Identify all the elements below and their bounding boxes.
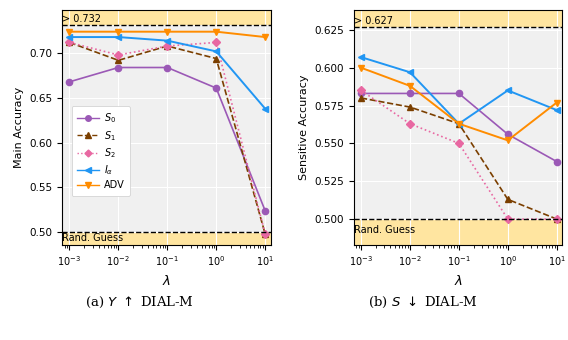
Bar bbox=[354, 219, 562, 321]
Bar bbox=[354, 0, 562, 27]
X-axis label: $\lambda$: $\lambda$ bbox=[162, 274, 171, 288]
Y-axis label: Sensitive Accuracy: Sensitive Accuracy bbox=[299, 75, 309, 180]
Text: Rand. Guess: Rand. Guess bbox=[62, 233, 124, 242]
Legend: $S_0$, $S_1$, $S_2$, $I_\alpha$, ADV: $S_0$, $S_1$, $S_2$, $I_\alpha$, ADV bbox=[72, 106, 130, 196]
Text: (a) $Y$ $\uparrow$ DIAL-M: (a) $Y$ $\uparrow$ DIAL-M bbox=[85, 295, 194, 310]
Text: > 0.732: > 0.732 bbox=[62, 14, 102, 24]
Text: Rand. Guess: Rand. Guess bbox=[354, 225, 415, 235]
Text: (b) $S$ $\downarrow$ DIAL-M: (b) $S$ $\downarrow$ DIAL-M bbox=[368, 295, 478, 310]
Bar bbox=[62, 0, 271, 24]
Text: > 0.627: > 0.627 bbox=[354, 16, 393, 26]
X-axis label: $\lambda$: $\lambda$ bbox=[454, 274, 463, 288]
Bar bbox=[62, 232, 271, 290]
Y-axis label: Main Accuracy: Main Accuracy bbox=[14, 87, 24, 168]
